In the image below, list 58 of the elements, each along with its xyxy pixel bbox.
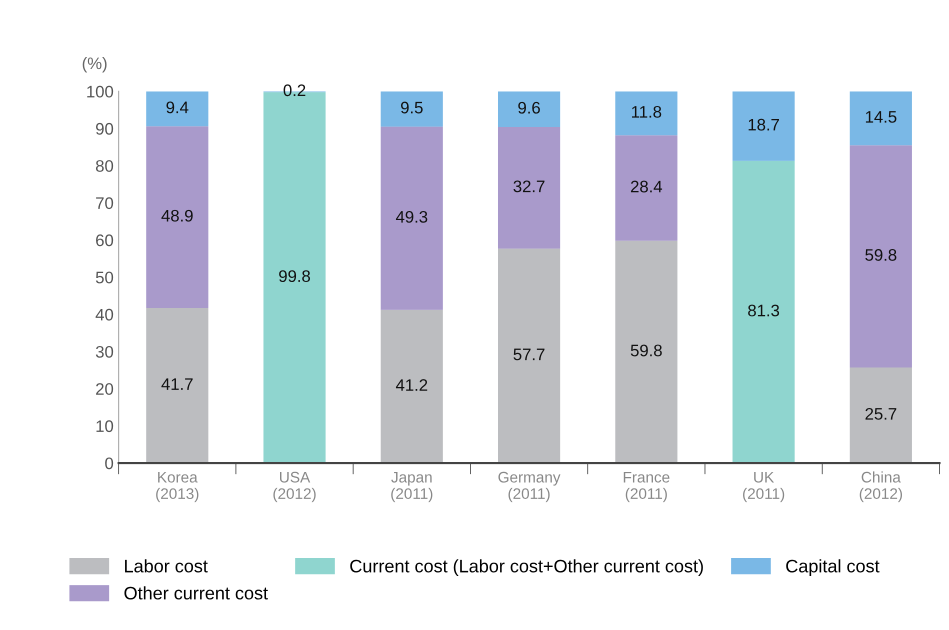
- legend-label: Labor cost: [125, 559, 208, 572]
- y-tick-label: 50: [96, 272, 114, 284]
- x-tick-label: Korea (2013): [156, 472, 198, 502]
- x-tick-label: China (2012): [860, 471, 902, 502]
- bar: [380, 126, 443, 310]
- data-label: 11.8: [632, 106, 662, 118]
- bar: [850, 91, 912, 146]
- y-tick-label: 80: [96, 160, 114, 172]
- bar: [380, 310, 443, 464]
- data-label: 57.7: [514, 348, 544, 360]
- data-label: 18.7: [748, 118, 779, 131]
- y-tick-label: 90: [96, 122, 114, 135]
- data-label: 9.4: [166, 101, 188, 114]
- y-tick-label: 10: [96, 420, 114, 432]
- bar: [615, 240, 678, 464]
- y-tick-label: 0: [105, 457, 114, 470]
- bar: [850, 368, 912, 464]
- data-label: 48.9: [161, 210, 193, 222]
- x-tick-label: UK (2011): [743, 472, 784, 502]
- x-tick-label: France (2011): [624, 472, 670, 502]
- y-tick-label: 30: [96, 346, 114, 358]
- y-axis-title: (%): [82, 56, 107, 72]
- bar: [498, 127, 560, 249]
- data-label: 81.3: [748, 304, 780, 316]
- y-tick-label: 40: [96, 308, 114, 321]
- legend-label: Current cost (Labor cost+Other current cost): [350, 559, 703, 576]
- data-label: 41.7: [161, 378, 193, 390]
- data-label: 25.7: [865, 408, 896, 420]
- bar: [850, 145, 912, 368]
- bar: [498, 91, 560, 128]
- bar: [146, 91, 208, 126]
- data-label: 49.3: [396, 210, 428, 223]
- x-tick-label: USA (2012): [273, 472, 316, 502]
- bar: [146, 126, 208, 308]
- data-label: 59.8: [865, 249, 896, 261]
- bar: [615, 91, 678, 136]
- bar: [498, 248, 560, 464]
- data-label: 41.2: [396, 379, 428, 391]
- bar: [615, 135, 678, 241]
- bar: [146, 308, 208, 464]
- bar: [732, 160, 795, 464]
- bar: [380, 91, 443, 127]
- y-tick-label: 70: [96, 197, 114, 210]
- x-tick-label: Japan (2011): [391, 472, 432, 502]
- data-label: 99.8: [279, 270, 310, 282]
- y-tick-label: 100: [87, 86, 114, 98]
- data-label: 32.7: [513, 180, 544, 192]
- x-tick-label: Germany (2011): [498, 472, 560, 502]
- data-label: 28.4: [630, 180, 662, 192]
- legend-label: Other current cost: [124, 586, 268, 600]
- y-tick-label: 20: [96, 383, 114, 395]
- bar: [732, 91, 795, 161]
- data-label: 9.5: [400, 102, 423, 114]
- y-tick-label: 60: [96, 234, 114, 246]
- legend-label: Capital cost: [786, 559, 880, 576]
- data-label: 59.8: [630, 344, 662, 356]
- data-label: 14.5: [866, 111, 896, 123]
- data-label: 9.6: [518, 102, 540, 114]
